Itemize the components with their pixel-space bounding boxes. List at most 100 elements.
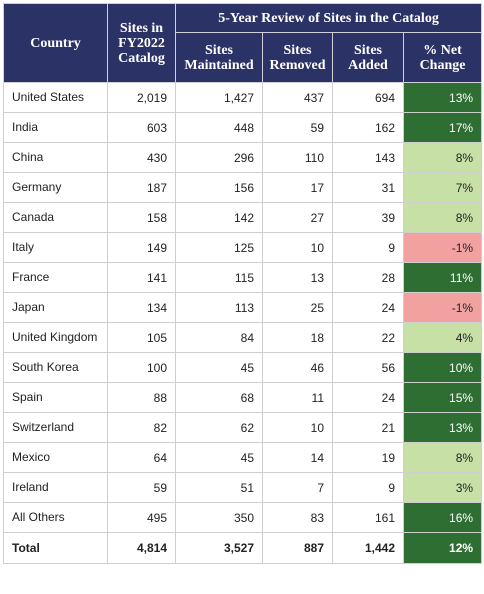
change-cell: 13% [402,82,483,113]
table-row: Mexico 64 45 14 19 8% [3,442,483,473]
change-cell: 4% [402,322,483,353]
country-cell: United Kingdom [3,322,108,353]
change-cell: 15% [402,382,483,413]
removed-cell: 11 [262,382,333,413]
country-cell: All Others [3,502,108,533]
added-cell: 162 [332,112,404,143]
table-row: United Kingdom 105 84 18 22 4% [3,322,483,353]
table-row: Total 4,814 3,527 887 1,442 12% [3,532,483,564]
country-cell: Canada [3,202,108,233]
fy2022-cell: 4,814 [107,532,176,564]
added-cell: 694 [332,82,404,113]
added-cell: 24 [332,292,404,323]
country-cell: Spain [3,382,108,413]
fy2022-cell: 100 [107,352,176,383]
change-cell: 8% [402,142,483,173]
maintained-cell: 113 [175,292,263,323]
country-cell: United States [3,82,108,113]
fy2022-cell: 59 [107,472,176,503]
removed-cell: 17 [262,172,333,203]
added-cell: 21 [332,412,404,443]
removed-cell: 7 [262,472,333,503]
table-row: Canada 158 142 27 39 8% [3,202,483,233]
header-added: Sites Added [332,32,404,83]
added-cell: 56 [332,352,404,383]
country-cell: Total [3,532,108,564]
table-row: Japan 134 113 25 24 -1% [3,292,483,323]
country-cell: France [3,262,108,293]
maintained-cell: 51 [175,472,263,503]
added-cell: 22 [332,322,404,353]
added-cell: 31 [332,172,404,203]
added-cell: 19 [332,442,404,473]
header-maintained: Sites Maintained [175,32,263,83]
maintained-cell: 3,527 [175,532,263,564]
change-cell: 8% [402,442,483,473]
country-cell: South Korea [3,352,108,383]
table-row: Spain 88 68 11 24 15% [3,382,483,413]
change-cell: 7% [402,172,483,203]
maintained-cell: 142 [175,202,263,233]
country-cell: India [3,112,108,143]
removed-cell: 25 [262,292,333,323]
added-cell: 24 [332,382,404,413]
added-cell: 9 [332,472,404,503]
fy2022-cell: 158 [107,202,176,233]
header-change: % Net Change [402,32,483,83]
fy2022-cell: 495 [107,502,176,533]
removed-cell: 59 [262,112,333,143]
removed-cell: 27 [262,202,333,233]
removed-cell: 46 [262,352,333,383]
change-cell: 10% [402,352,483,383]
table-row: South Korea 100 45 46 56 10% [3,352,483,383]
fy2022-cell: 2,019 [107,82,176,113]
country-cell: Italy [3,232,108,263]
maintained-cell: 45 [175,442,263,473]
maintained-cell: 350 [175,502,263,533]
header-group: 5-Year Review of Sites in the Catalog [174,3,483,33]
fy2022-cell: 134 [107,292,176,323]
added-cell: 39 [332,202,404,233]
country-cell: Ireland [3,472,108,503]
table-row: India 603 448 59 162 17% [3,112,483,143]
fy2022-cell: 141 [107,262,176,293]
change-cell: 11% [402,262,483,293]
change-cell: 8% [402,202,483,233]
fy2022-cell: 149 [107,232,176,263]
removed-cell: 14 [262,442,333,473]
country-cell: China [3,142,108,173]
country-cell: Mexico [3,442,108,473]
maintained-cell: 448 [175,112,263,143]
maintained-cell: 84 [175,322,263,353]
header-country: Country [3,3,108,83]
maintained-cell: 68 [175,382,263,413]
maintained-cell: 1,427 [175,82,263,113]
change-cell: 17% [402,112,483,143]
fy2022-cell: 64 [107,442,176,473]
table-body: United States 2,019 1,427 437 694 13% India 603… [3,82,483,564]
fy2022-cell: 187 [107,172,176,203]
change-cell: 16% [402,502,483,533]
removed-cell: 110 [262,142,333,173]
change-cell: 13% [402,412,483,443]
removed-cell: 10 [262,232,333,263]
table-row: All Others 495 350 83 161 16% [3,502,483,533]
change-cell: -1% [402,292,483,323]
maintained-cell: 45 [175,352,263,383]
fy2022-cell: 105 [107,322,176,353]
header-fy2022: Sites in FY2022 Catalog [107,3,176,83]
added-cell: 9 [332,232,404,263]
removed-cell: 887 [262,532,333,564]
sites-table: Country Sites in FY2022 Catalog 5-Year R… [3,3,483,564]
country-cell: Germany [3,172,108,203]
maintained-cell: 156 [175,172,263,203]
removed-cell: 18 [262,322,333,353]
maintained-cell: 115 [175,262,263,293]
maintained-cell: 125 [175,232,263,263]
removed-cell: 437 [262,82,333,113]
table-row: Germany 187 156 17 31 7% [3,172,483,203]
maintained-cell: 62 [175,412,263,443]
table-row: Italy 149 125 10 9 -1% [3,232,483,263]
table-row: United States 2,019 1,427 437 694 13% [3,82,483,113]
table-row: Ireland 59 51 7 9 3% [3,472,483,503]
